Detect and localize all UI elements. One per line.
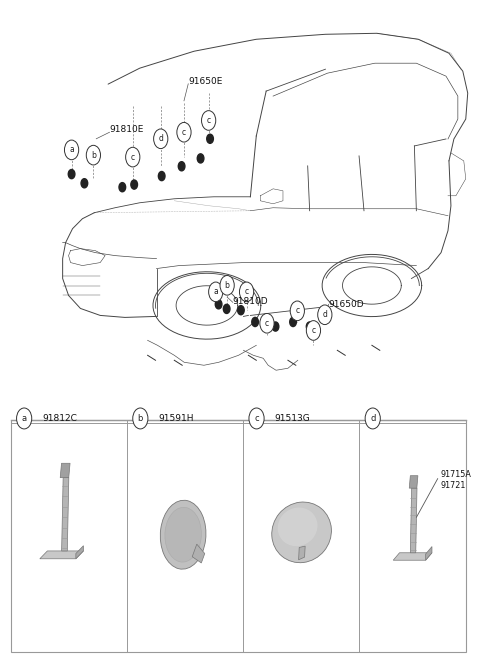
Circle shape	[365, 408, 380, 429]
Circle shape	[126, 147, 140, 167]
Text: c: c	[295, 306, 300, 315]
Text: c: c	[312, 326, 315, 335]
Text: 91650E: 91650E	[188, 78, 223, 86]
Circle shape	[81, 179, 88, 188]
Polygon shape	[409, 476, 418, 488]
Text: b: b	[91, 150, 96, 160]
Text: c: c	[131, 152, 135, 162]
Circle shape	[202, 110, 216, 130]
Text: 91513G: 91513G	[275, 414, 310, 423]
Polygon shape	[61, 478, 69, 551]
Circle shape	[318, 305, 332, 325]
Circle shape	[177, 122, 191, 142]
FancyBboxPatch shape	[11, 420, 466, 652]
Polygon shape	[410, 488, 417, 553]
Polygon shape	[40, 551, 84, 559]
Circle shape	[238, 306, 244, 315]
Text: 91650D: 91650D	[329, 300, 364, 309]
Ellipse shape	[272, 502, 331, 562]
Text: b: b	[138, 414, 143, 423]
Ellipse shape	[165, 507, 202, 562]
Text: c: c	[182, 127, 186, 137]
Circle shape	[154, 129, 168, 148]
Circle shape	[207, 134, 214, 143]
Circle shape	[86, 145, 100, 165]
Text: 91812C: 91812C	[42, 414, 77, 423]
Text: c: c	[244, 287, 249, 296]
Circle shape	[119, 183, 126, 192]
Text: d: d	[370, 414, 375, 423]
Text: a: a	[214, 287, 218, 296]
Polygon shape	[192, 544, 205, 563]
Text: d: d	[158, 134, 163, 143]
Polygon shape	[393, 553, 432, 560]
Text: c: c	[254, 414, 259, 423]
Circle shape	[252, 317, 258, 327]
Circle shape	[249, 408, 264, 429]
Text: 91715A: 91715A	[440, 470, 471, 478]
Ellipse shape	[160, 500, 206, 569]
Text: 91810D: 91810D	[233, 296, 268, 306]
Circle shape	[240, 282, 254, 302]
Circle shape	[220, 275, 234, 295]
Circle shape	[306, 321, 321, 340]
Circle shape	[215, 300, 222, 309]
Polygon shape	[426, 547, 432, 560]
Polygon shape	[76, 546, 84, 559]
Circle shape	[158, 171, 165, 181]
Text: b: b	[225, 281, 229, 290]
Circle shape	[260, 313, 274, 333]
Circle shape	[209, 282, 223, 302]
Polygon shape	[60, 463, 70, 478]
Circle shape	[306, 322, 313, 331]
Text: 91810E: 91810E	[109, 125, 144, 134]
Text: d: d	[323, 310, 327, 319]
Circle shape	[64, 140, 79, 160]
Text: 91591H: 91591H	[158, 414, 194, 423]
Circle shape	[290, 301, 304, 321]
Polygon shape	[299, 546, 305, 560]
Text: c: c	[265, 319, 269, 328]
Circle shape	[197, 154, 204, 163]
Circle shape	[68, 170, 75, 179]
Ellipse shape	[278, 508, 317, 546]
Text: a: a	[69, 145, 74, 154]
Circle shape	[223, 304, 230, 313]
Circle shape	[178, 162, 185, 171]
Circle shape	[17, 408, 32, 429]
Circle shape	[290, 317, 296, 327]
Text: c: c	[206, 116, 211, 125]
Text: 91721: 91721	[440, 481, 466, 489]
Circle shape	[272, 322, 279, 331]
Circle shape	[131, 180, 137, 189]
Text: a: a	[22, 414, 27, 423]
Circle shape	[133, 408, 148, 429]
